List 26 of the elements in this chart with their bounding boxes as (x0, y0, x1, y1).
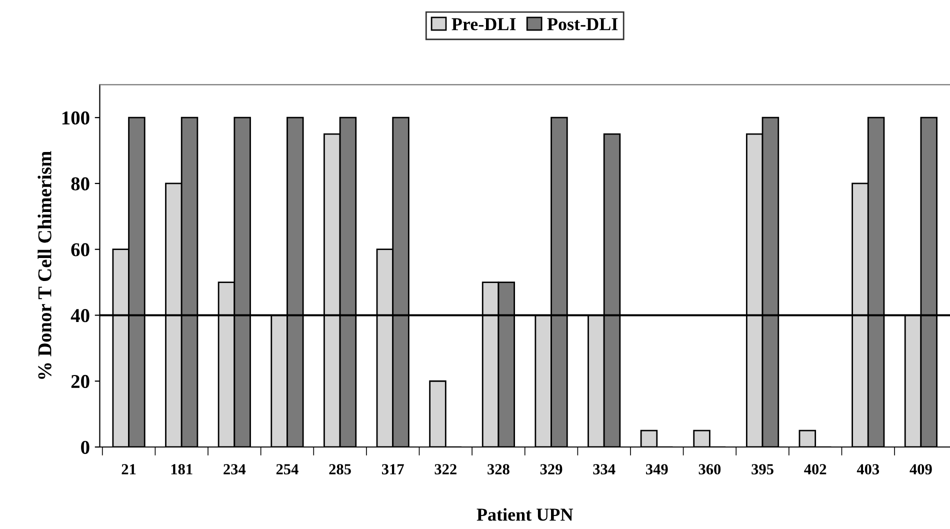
x-tick-label: 334 (593, 464, 616, 474)
x-tick-label: 395 (752, 464, 774, 474)
y-axis-title: % Donor T Cell Chimerism (38, 151, 52, 379)
x-tick-label: 254 (276, 464, 298, 474)
x-tick-label: 317 (382, 464, 404, 474)
x-tick-label: 402 (804, 464, 826, 474)
x-tick-label: 349 (646, 464, 668, 474)
y-tick-label: 0 (81, 440, 90, 454)
x-tick-label: 403 (856, 464, 880, 474)
y-tick-label: 60 (71, 243, 90, 256)
legend-label: Post-DLI (547, 18, 618, 30)
y-tick-label: 20 (71, 374, 90, 388)
x-axis-title: Patient UPN (476, 508, 574, 521)
x-tick-label: 328 (488, 464, 510, 474)
y-tick-label: 40 (70, 309, 90, 322)
x-tick-label: 322 (434, 464, 456, 474)
y-tick-label: 100 (62, 111, 90, 125)
x-tick-label: 21 (122, 464, 136, 474)
x-tick-label: 409 (910, 464, 932, 474)
legend-label: Pre-DLI (452, 18, 516, 30)
y-tick-label: 80 (71, 177, 90, 190)
x-tick-label: 181 (171, 464, 192, 474)
x-tick-label: 234 (224, 464, 246, 474)
x-tick-label: 360 (698, 464, 721, 474)
x-tick-label: 285 (329, 464, 351, 474)
x-tick-label: 329 (540, 464, 562, 474)
